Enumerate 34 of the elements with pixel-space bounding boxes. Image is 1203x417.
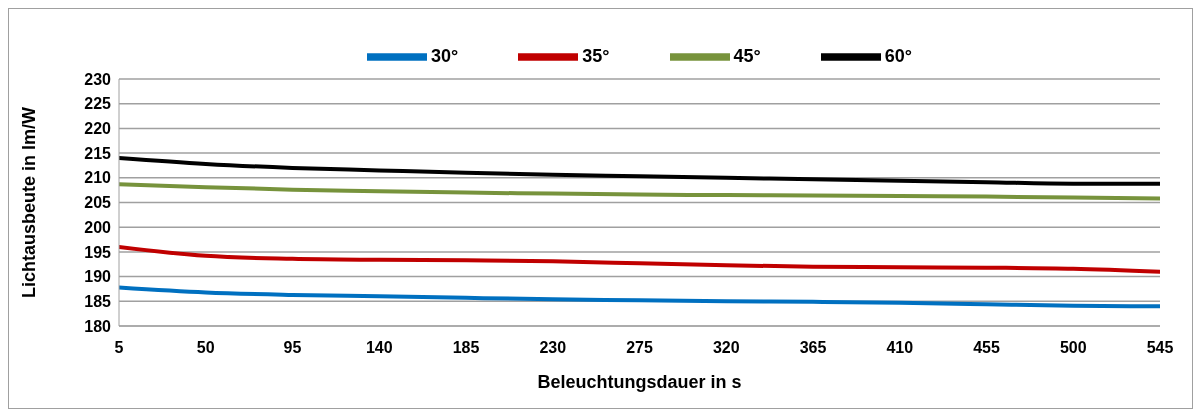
x-tick-label: 365	[799, 339, 827, 357]
y-tick-label: 200	[84, 218, 112, 236]
y-tick-label: 210	[84, 169, 112, 187]
x-tick-label: 275	[626, 339, 653, 357]
x-tick-label: 95	[283, 339, 302, 357]
x-tick-label: 455	[973, 339, 1000, 357]
line-series	[119, 244, 1160, 274]
legend-label: 60°	[884, 45, 912, 66]
y-tick-label: 205	[84, 194, 112, 212]
x-tick-label: 185	[452, 339, 480, 357]
line-series	[119, 182, 1160, 201]
legend-label: 30°	[431, 45, 459, 66]
y-tick-label: 225	[84, 95, 112, 113]
y-tick-label: 195	[84, 243, 112, 261]
x-tick-label: 230	[539, 339, 567, 357]
y-tick-label: 230	[84, 70, 112, 88]
x-tick-label: 500	[1059, 339, 1087, 357]
x-tick-label: 410	[886, 339, 914, 357]
x-tick-label: 5	[114, 339, 124, 357]
x-axis-title: Beleuchtungsdauer in s	[537, 372, 742, 392]
y-axis-title: Lichtausbeute in lm/W	[19, 106, 40, 299]
y-tick-label: 185	[84, 292, 112, 310]
line-series	[119, 156, 1160, 186]
line-series	[119, 285, 1160, 309]
x-tick-label: 140	[365, 339, 393, 357]
y-tick-label: 220	[84, 120, 112, 138]
y-tick-label: 215	[84, 144, 112, 162]
x-tick-label: 50	[196, 339, 215, 357]
legend-label: 35°	[582, 45, 610, 66]
y-tick-label: 190	[84, 268, 112, 286]
y-tick-label: 180	[84, 317, 112, 335]
x-tick-label: 320	[712, 339, 740, 357]
x-tick-label: 545	[1146, 339, 1174, 357]
legend-label: 45°	[733, 45, 761, 66]
